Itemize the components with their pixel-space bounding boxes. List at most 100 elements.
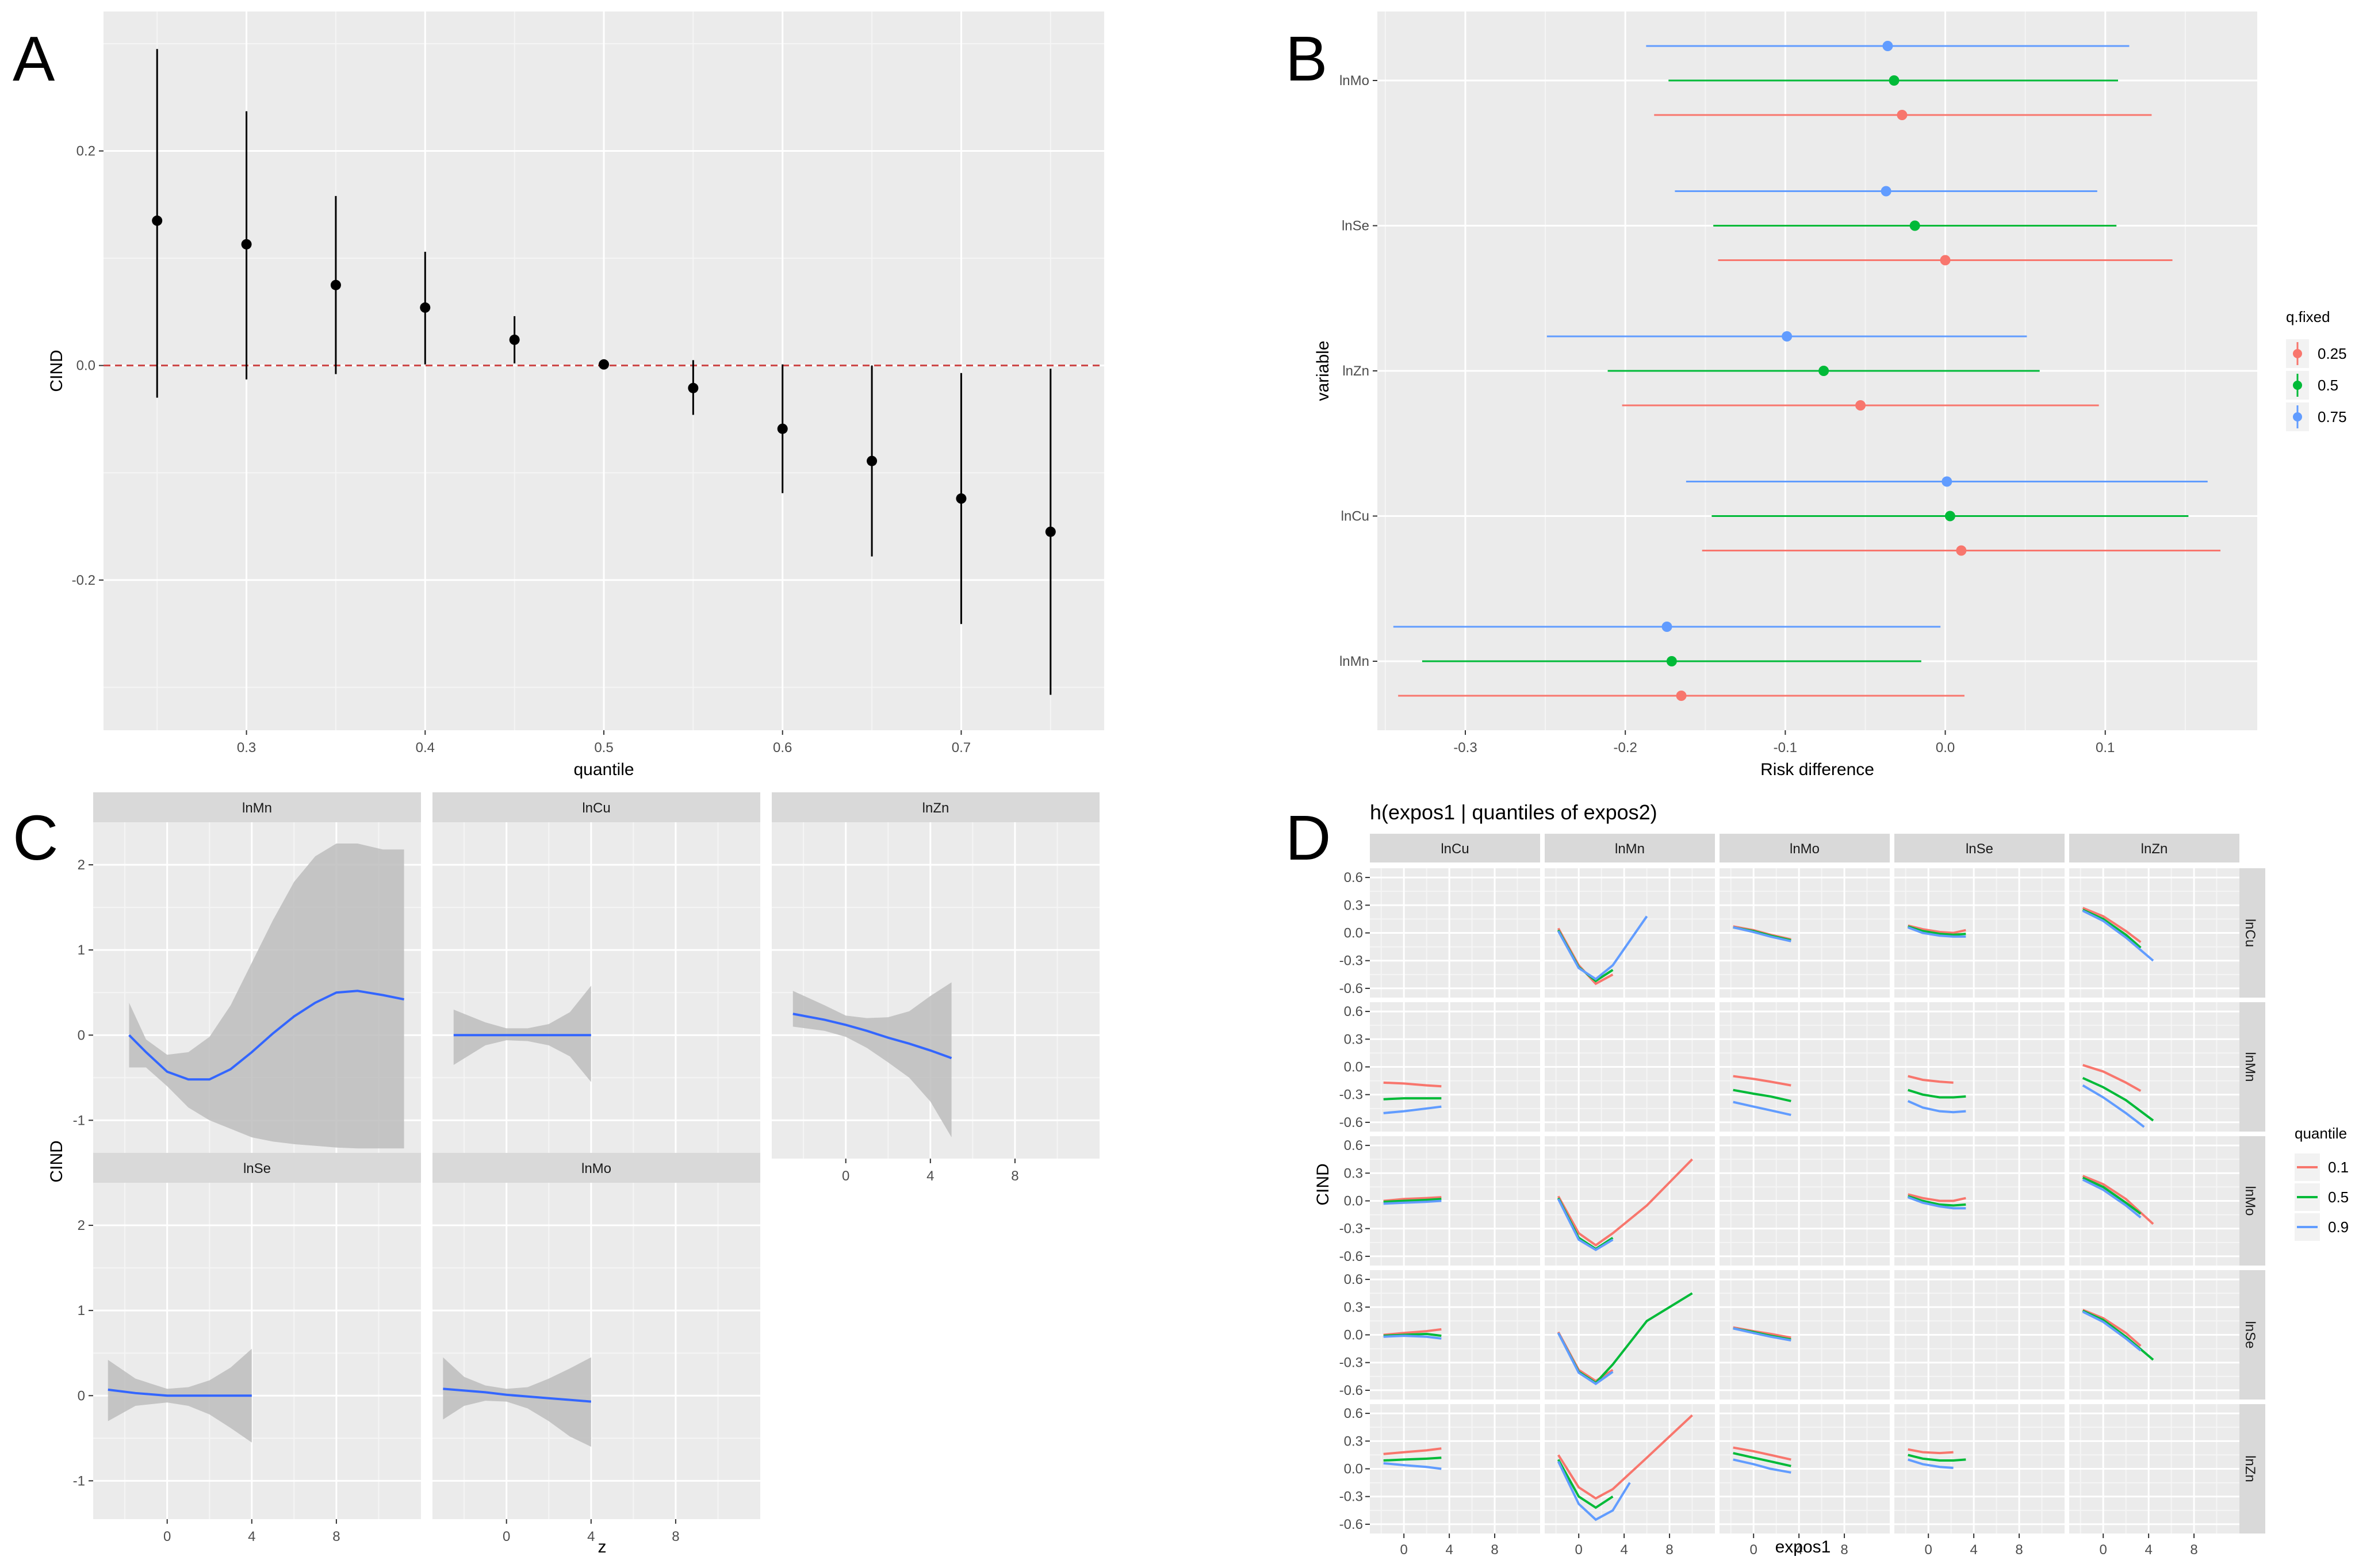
facet-panel-background [93,1183,421,1519]
y-category-label: lnZn [1342,363,1369,379]
y-axis-title: variable [1314,340,1332,401]
quantile-line [2082,1175,2154,1225]
quantile-line [1733,1101,1791,1117]
quantile-line [1908,1195,1966,1207]
quantile-line [2082,910,2154,962]
quantile-line [1908,924,1966,934]
quantile-line [1383,1456,1442,1462]
facet-strip-label: lnCu [582,800,610,816]
column-strip [1720,834,1890,862]
facet-strip [93,1153,421,1183]
y-tick-label: 0.6 [1344,1406,1363,1421]
row-strip [2235,1270,2265,1400]
y-tick-label: 0.3 [1344,1433,1363,1449]
facet-strip-label: lnMn [242,800,272,816]
column-strip [1545,834,1715,862]
quantile-line [1908,1075,1954,1084]
data-point [1956,545,1967,556]
x-tick-label: -0.2 [1614,740,1637,756]
quantile-line [1383,1097,1442,1101]
y-tick-label: 1 [78,1303,85,1318]
x-tick-label: 0.4 [416,740,435,756]
quantile-line [2082,908,2142,949]
quantile-line [1383,1196,1442,1202]
quantile-line [1733,1075,1791,1087]
x-tick-label: 8 [1840,1542,1848,1558]
data-point [1782,331,1793,342]
panel-label-a: A [13,24,55,94]
column-strip-label: lnMo [1790,841,1820,857]
confidence-band [129,844,404,1149]
panel-label-c: C [13,803,58,873]
data-point [1881,186,1891,197]
y-category-label: lnCu [1341,509,1369,524]
quantile-line [1383,1328,1442,1336]
x-tick-label: 0.3 [237,740,256,756]
y-tick-label: -0.3 [1339,1489,1363,1505]
x-tick-label: 8 [1491,1542,1498,1558]
y-tick-label: -0.6 [1339,1383,1363,1398]
x-tick-label: 4 [2145,1542,2152,1558]
y-tick-label: 0.6 [1344,870,1363,885]
data-point [1661,622,1672,632]
quantile-line [1907,926,1966,938]
data-point [867,455,878,466]
y-tick-label: -0.3 [1339,1221,1363,1237]
x-tick-label: 0.5 [594,740,613,756]
legend-label: 0.25 [2318,345,2347,362]
column-strip-label: lnSe [1966,841,1993,857]
quantile-line [1557,1460,1631,1521]
legend-key-point [2293,349,2302,358]
facet-strip [93,792,421,822]
data-point [1855,400,1866,411]
facet-strip-label: lnMo [581,1161,611,1176]
quantile-line [1557,1332,1614,1386]
legend-title: quantile [2295,1125,2347,1142]
data-point [330,279,341,290]
data-point [956,493,967,504]
y-tick-label: 0 [78,1028,85,1043]
x-axis-title: quantile [573,760,634,779]
x-axis-title: z [598,1538,607,1557]
x-tick-label: 8 [332,1529,340,1544]
quantile-line [2082,907,2142,944]
x-tick-label: 8 [672,1529,679,1544]
confidence-band [443,1357,591,1447]
panel-b-risk-difference: -0.3 -0.2 -0.1 0.0 0.1 lnMn lnCu lnZn lnSe lnMo Ri… [1314,11,2347,779]
quantile-line [1733,1452,1791,1467]
quantile-line [1908,1454,1966,1462]
row-strip-label: lnMn [2242,1052,2258,1082]
column-strip-label: lnCu [1441,841,1469,857]
x-tick-label: 0 [1750,1542,1757,1558]
x-tick-label: 0 [1925,1542,1932,1558]
column-strip [2069,834,2239,862]
y-tick-label: 0.0 [76,358,95,374]
column-strip [1370,834,1540,862]
y-tick-label: 1 [78,942,85,958]
y-axis-title: CIND [47,1140,66,1182]
legend-label: 0.75 [2318,408,2347,425]
x-tick-label: 0.1 [2096,740,2115,756]
quantile-line [2082,1310,2142,1352]
legend-key-point [2293,412,2302,421]
plot-title: h(expos1 | quantiles of expos2) [1370,800,1657,824]
quantile-line [1383,1447,1442,1455]
x-tick-label: 4 [1445,1542,1453,1558]
y-category-label: lnMn [1339,654,1369,669]
y-tick-label: 0.6 [1344,1004,1363,1019]
y-tick-label: -0.6 [1339,981,1363,996]
y-tick-label: 0.0 [1344,1328,1363,1343]
quantile-line [1908,1088,1966,1099]
y-category-label: lnSe [1342,218,1369,234]
x-tick-label: 0.7 [952,740,971,756]
smooth-line [128,990,404,1081]
quantile-line [1383,1105,1442,1114]
quantile-line [1733,1446,1791,1461]
quantile-line [2082,1076,2154,1122]
y-axis-title: CIND [47,350,66,392]
x-axis-title: expos1 [1775,1538,1831,1557]
row-strip-label: lnSe [2242,1321,2258,1348]
data-point [1882,41,1893,51]
data-point [152,215,163,226]
